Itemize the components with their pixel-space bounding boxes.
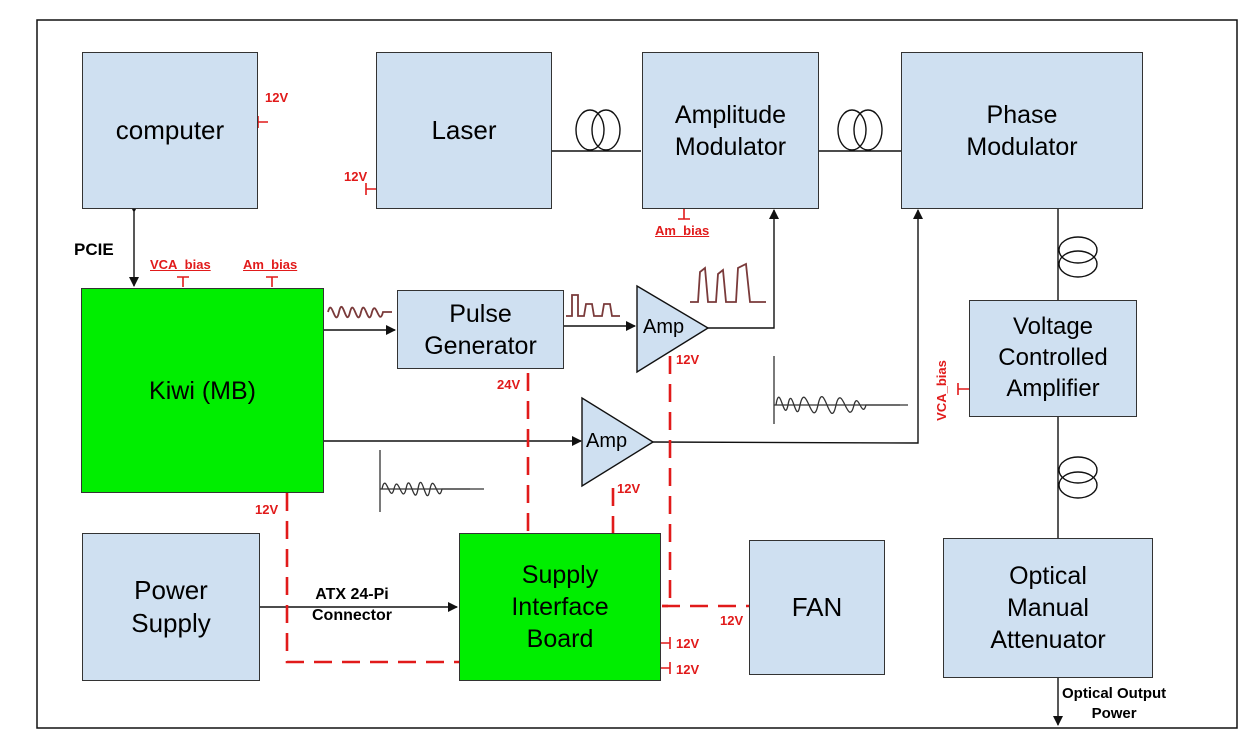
supply-interface-board-block[interactable]: Supply Interface Board <box>459 533 661 681</box>
power-kiwi-sib <box>285 493 459 664</box>
computer-12v-label: 12V <box>265 90 289 105</box>
kiwi-mb-block[interactable]: Kiwi (MB) <box>81 288 324 493</box>
amp-bottom-label: Amp <box>586 430 628 452</box>
power-supply-block[interactable]: Power Supply <box>82 533 260 681</box>
fiber-coil-icon <box>1058 250 1098 278</box>
computer-block[interactable]: computer <box>82 52 258 209</box>
tick-laser-12v <box>365 183 376 195</box>
waveform-chirp-sketch <box>381 481 470 497</box>
amp-to-am <box>707 209 779 329</box>
tick-am-bias-kiwi <box>266 276 278 287</box>
tick-vca-bias-side <box>957 383 970 395</box>
optical-output-label: Optical Output Power <box>1062 685 1167 723</box>
kiwi-12v-label: 12V <box>255 502 279 517</box>
waveform-pulse-sketch <box>690 262 766 303</box>
amp-top-12v-label: 12V <box>676 352 700 367</box>
tick-computer-12v <box>257 116 268 128</box>
fiber-coil-icon <box>591 109 621 151</box>
power-amp-top <box>662 356 672 608</box>
waveform-axes-sketch <box>773 356 908 424</box>
amplitude-modulator-block[interactable]: Amplitude Modulator <box>642 52 819 209</box>
fiber-coil-icon <box>837 109 867 151</box>
laser-block[interactable]: Laser <box>376 52 552 209</box>
fiber-coil-icon <box>1058 471 1098 499</box>
fan-12v-label: 12V <box>720 613 744 628</box>
tick-am-bias <box>678 209 690 220</box>
optical-attenuator-block[interactable]: Optical Manual Attenuator <box>943 538 1153 678</box>
fan-block[interactable]: FAN <box>749 540 885 675</box>
laser-12v-label: 12V <box>344 169 368 184</box>
waveform-axes-sketch <box>379 450 484 512</box>
am-bias-kiwi-label: Am_bias <box>243 257 298 272</box>
am-bias-label: Am_bias <box>655 223 710 238</box>
fiber-coil-icon <box>575 109 605 151</box>
vca-bias-kiwi-label: VCA_bias <box>150 257 211 272</box>
pulse-generator-block[interactable]: Pulse Generator <box>397 290 564 369</box>
atx-connector-label: ATX 24-Pi Connector <box>312 586 392 624</box>
amp2-to-pm <box>651 209 923 444</box>
fiber-coil-icon <box>1058 456 1098 484</box>
outer-frame <box>36 19 1238 729</box>
tick-sib-12v-b <box>660 662 671 674</box>
pulse-24v-label: 24V <box>497 377 521 392</box>
tick-vca-bias <box>177 276 189 287</box>
amp-bottom-12v-label: 12V <box>617 481 641 496</box>
sib-12v-b-label: 12V <box>676 662 700 677</box>
phase-modulator-block[interactable]: Phase Modulator <box>901 52 1143 209</box>
tick-sib-12v-a <box>660 637 671 649</box>
vca-bias-side-label: VCA_bias <box>933 360 949 421</box>
amp-bottom-triangle <box>581 396 655 488</box>
waveform-pulse-sketch <box>566 294 620 317</box>
pcie-label: PCIE <box>74 240 114 259</box>
fiber-coil-icon <box>1058 236 1098 264</box>
amp-top-triangle <box>636 284 710 374</box>
fiber-coil-icon <box>853 109 883 151</box>
sib-12v-a-label: 12V <box>676 636 700 651</box>
vca-block[interactable]: Voltage Controlled Amplifier <box>969 300 1137 417</box>
waveform-sine-sketch <box>327 305 392 319</box>
waveform-chirp-sketch <box>775 396 900 414</box>
amp-top-label: Amp <box>643 316 685 338</box>
